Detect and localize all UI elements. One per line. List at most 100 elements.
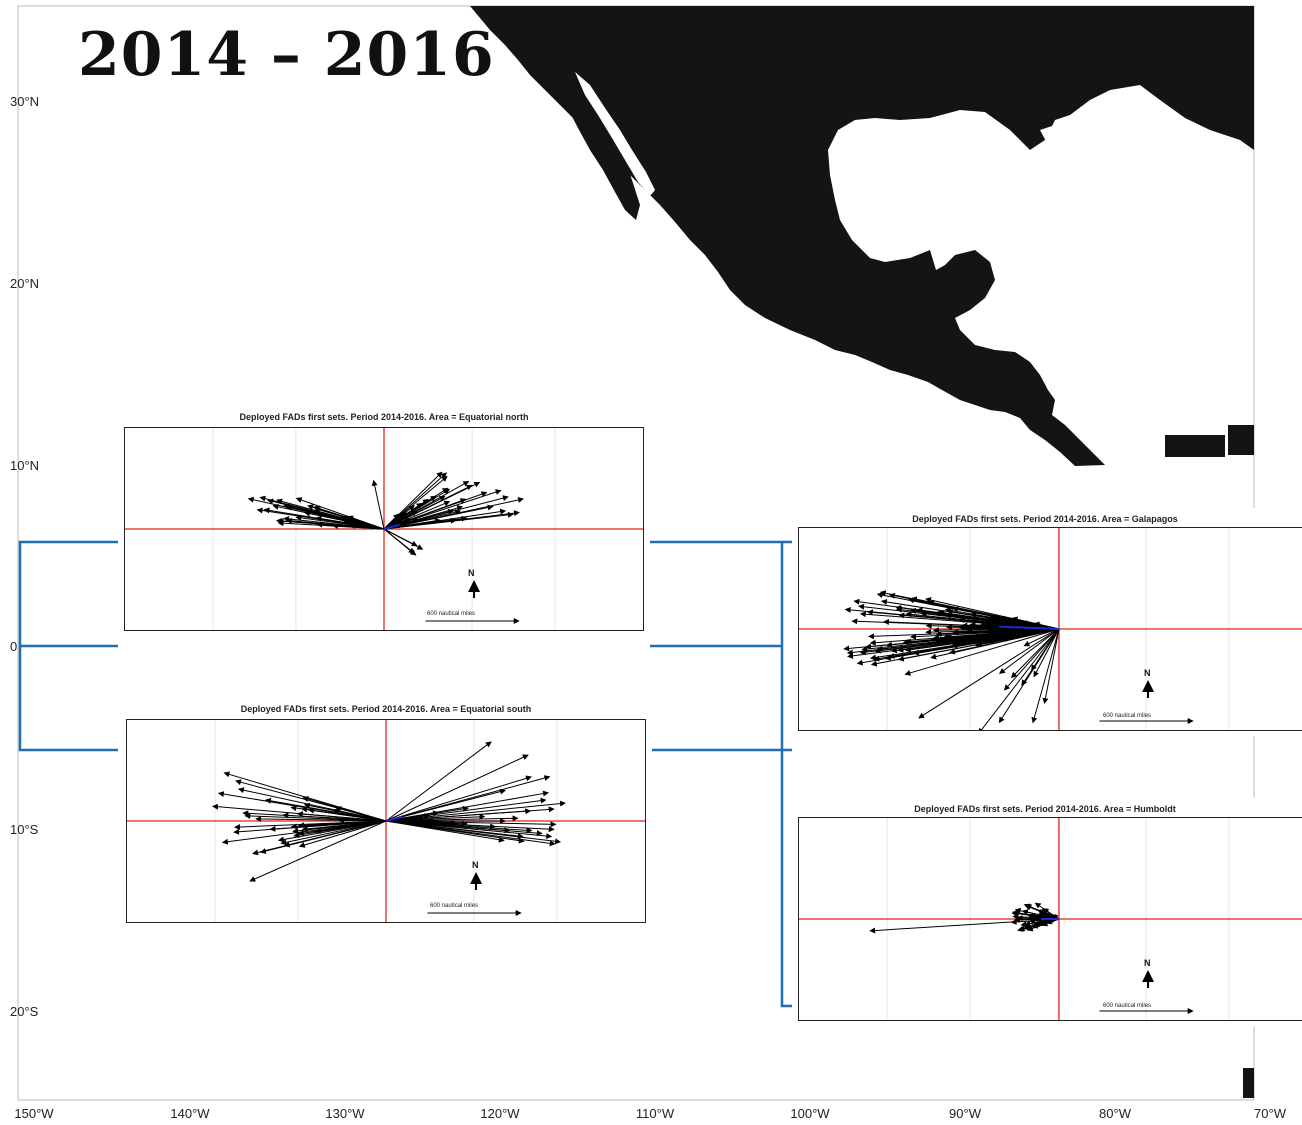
- period-title: 2014 – 2016: [78, 20, 495, 90]
- drift-arrow: [385, 790, 549, 822]
- lat-label-10n: 10°N: [10, 458, 40, 473]
- drift-arrow: [259, 820, 387, 854]
- north-label: N: [468, 568, 475, 578]
- drift-arrow: [383, 497, 525, 530]
- lat-label-20n: 20°N: [10, 276, 40, 291]
- drift-arrow: [385, 800, 567, 822]
- panel-humboldt: Deployed FADs first sets. Period 2014-20…: [792, 798, 1302, 1026]
- panel-equatorial-north: Deployed FADs first sets. Period 2014-20…: [118, 408, 650, 636]
- drift-arrow: [298, 820, 387, 848]
- drift-arrow: [385, 741, 492, 822]
- rose-frame: N 600 nautical miles: [798, 817, 1302, 1021]
- lat-label-10s: 10°S: [10, 822, 39, 837]
- drift-arrow: [385, 820, 497, 830]
- drift-arrow: [918, 628, 1060, 719]
- drift-arrow: [316, 521, 385, 530]
- drift-arrow: [269, 820, 387, 832]
- drift-arrow: [383, 528, 417, 556]
- lon-label-80w: 80°W: [1099, 1106, 1131, 1121]
- drift-arrow: [293, 820, 387, 839]
- drift-arrow: [1003, 628, 1060, 691]
- drift-arrow: [383, 491, 488, 530]
- drift-arrow: [385, 797, 547, 822]
- panel-galapagos: Deployed FADs first sets. Period 2014-20…: [792, 508, 1302, 736]
- drift-arrow: [383, 528, 418, 547]
- drift-arrow: [385, 806, 555, 822]
- island: [1165, 435, 1225, 457]
- drift-arrow: [233, 820, 387, 831]
- florida: [1040, 125, 1088, 190]
- mean-arrow: [385, 815, 403, 822]
- north-label: N: [472, 860, 479, 870]
- left-bracket: [18, 540, 118, 752]
- drift-arrow: [221, 820, 387, 845]
- lon-label-130w: 130°W: [325, 1106, 365, 1121]
- drift-arrow: [1031, 628, 1060, 671]
- drift-arrow: [998, 628, 1060, 674]
- scale-label: 600 nautical miles: [1103, 1003, 1152, 1009]
- panel-title: Deployed FADs first sets. Period 2014-20…: [914, 804, 1176, 814]
- north-label: N: [1144, 958, 1151, 968]
- drift-arrow: [870, 628, 1060, 667]
- drift-arrow: [223, 771, 387, 822]
- lon-label-70w: 70°W: [1254, 1106, 1286, 1121]
- drift-arrow: [385, 815, 519, 822]
- drift-arrow: [904, 628, 1060, 676]
- rose-frame: N 600 nautical miles: [798, 527, 1302, 731]
- drift-arrow: [846, 628, 1060, 656]
- lon-label-140w: 140°W: [170, 1106, 210, 1121]
- coast-fragment: [1243, 1068, 1254, 1098]
- land-mass: [470, 6, 1254, 466]
- drift-arrow: [385, 788, 507, 822]
- drift-arrow: [383, 510, 418, 530]
- lat-label-20s: 20°S: [10, 1004, 39, 1019]
- lat-label-30n: 30°N: [10, 94, 40, 109]
- panel-title: Deployed FADs first sets. Period 2014-20…: [239, 412, 529, 422]
- scale-label: 600 nautical miles: [427, 611, 476, 617]
- drift-arrow: [371, 479, 385, 530]
- lon-label-120w: 120°W: [480, 1106, 520, 1121]
- mean-arrow: [383, 523, 401, 530]
- scale-label: 600 nautical miles: [430, 903, 479, 909]
- drift-arrow: [978, 628, 1060, 730]
- drift-arrow: [1042, 628, 1060, 705]
- drift-arrow: [383, 487, 449, 530]
- north-label: N: [1144, 668, 1151, 678]
- drift-arrow: [249, 820, 387, 882]
- drift-arrow: [385, 754, 529, 822]
- gulf-california: [575, 72, 655, 196]
- drift-arrow: [285, 504, 385, 530]
- drift-arrow: [383, 495, 509, 530]
- lon-label-110w: 110°W: [635, 1106, 675, 1121]
- rose-frame: N 600 nautical miles: [126, 719, 646, 923]
- lat-label-0: 0: [10, 639, 18, 654]
- drift-arrow: [264, 797, 387, 822]
- lon-label-150w: 150°W: [14, 1106, 54, 1121]
- drift-arrow: [385, 775, 532, 822]
- drift-arrow: [383, 484, 473, 530]
- drift-arrow: [952, 606, 1060, 630]
- drift-arrow: [383, 471, 443, 530]
- drift-arrow: [1011, 628, 1060, 679]
- drift-arrow: [385, 820, 543, 837]
- baja-california: [555, 60, 640, 220]
- mean-arrow: [999, 625, 1060, 630]
- drift-arrow: [383, 517, 457, 530]
- island: [1228, 425, 1254, 455]
- drift-arrow: [1023, 628, 1060, 647]
- right-bracket: [650, 540, 792, 1008]
- drift-arrow: [869, 628, 1060, 661]
- scale-label: 600 nautical miles: [1103, 713, 1152, 719]
- drift-arrow: [211, 803, 387, 822]
- panel-title: Deployed FADs first sets. Period 2014-20…: [240, 704, 532, 714]
- panel-equatorial-south: Deployed FADs first sets. Period 2014-20…: [120, 700, 652, 928]
- drift-arrow: [295, 497, 385, 530]
- drift-arrow: [385, 820, 505, 843]
- drift-arrow: [853, 598, 1060, 630]
- drift-arrow: [280, 820, 387, 846]
- drift-arrow: [383, 475, 448, 530]
- lon-label-90w: 90°W: [949, 1106, 981, 1121]
- rose-frame: N 600 nautical miles: [124, 427, 644, 631]
- panel-title: Deployed FADs first sets. Period 2014-20…: [912, 514, 1178, 524]
